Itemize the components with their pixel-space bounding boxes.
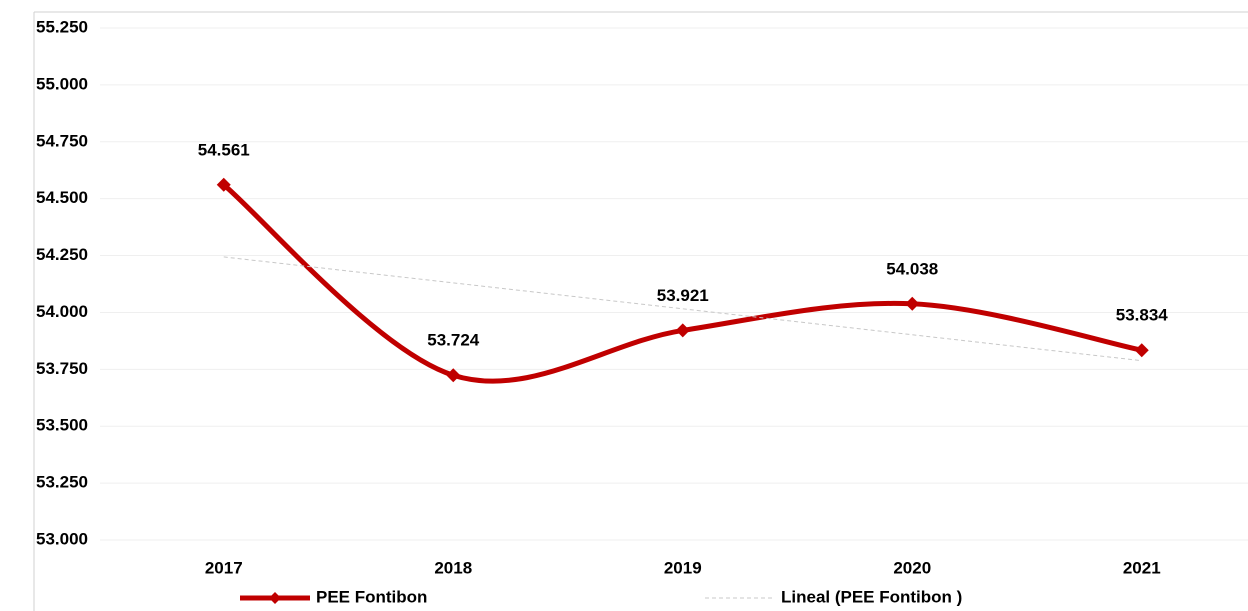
data-label: 54.038 bbox=[886, 259, 938, 278]
data-label: 53.834 bbox=[1116, 306, 1169, 325]
y-tick-label: 54.750 bbox=[36, 131, 88, 150]
legend-label: PEE Fontibon bbox=[316, 587, 427, 606]
y-tick-label: 54.250 bbox=[36, 245, 88, 264]
data-label: 53.921 bbox=[657, 286, 709, 305]
x-tick-label: 2021 bbox=[1123, 558, 1161, 577]
y-tick-label: 53.000 bbox=[36, 529, 88, 548]
marker bbox=[905, 296, 920, 311]
marker bbox=[216, 177, 231, 192]
y-tick-label: 54.500 bbox=[36, 188, 88, 207]
x-tick-label: 2018 bbox=[434, 558, 472, 577]
legend-marker bbox=[269, 592, 281, 604]
trendline bbox=[223, 256, 1142, 362]
y-tick-label: 55.000 bbox=[36, 74, 88, 93]
data-label: 54.561 bbox=[198, 140, 250, 159]
y-tick-label: 53.500 bbox=[36, 416, 88, 435]
y-tick-label: 55.250 bbox=[36, 17, 88, 36]
y-tick-label: 53.750 bbox=[36, 359, 88, 378]
marker bbox=[446, 368, 461, 383]
x-tick-label: 2020 bbox=[893, 558, 931, 577]
data-label: 53.724 bbox=[427, 331, 480, 350]
y-tick-label: 54.000 bbox=[36, 302, 88, 321]
marker bbox=[1134, 343, 1149, 358]
series-line bbox=[222, 182, 1143, 384]
legend-label: Lineal (PEE Fontibon ) bbox=[781, 587, 962, 606]
marker bbox=[675, 323, 690, 338]
x-tick-label: 2017 bbox=[205, 558, 243, 577]
y-tick-label: 53.250 bbox=[36, 473, 88, 492]
x-tick-label: 2019 bbox=[664, 558, 702, 577]
